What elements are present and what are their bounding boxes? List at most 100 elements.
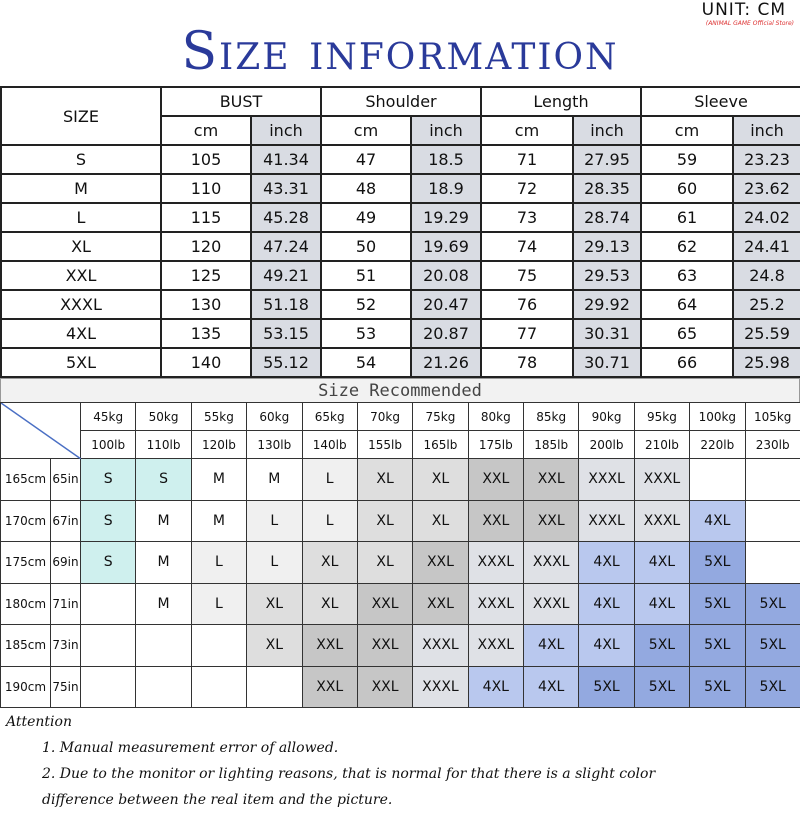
attention-title: Attention <box>6 709 655 735</box>
size-cell: 4XL <box>634 583 689 625</box>
height-cm: 185cm <box>1 625 51 667</box>
size-cell: XL <box>357 500 412 542</box>
size-cell: XL <box>302 583 357 625</box>
size-cell: XXXL <box>468 583 523 625</box>
table-cell: 110 <box>161 174 251 203</box>
size-cell: 5XL <box>690 583 745 625</box>
table-cell: 63 <box>641 261 733 290</box>
weight-lb: 210lb <box>634 431 689 459</box>
table-cell: 130 <box>161 290 251 319</box>
weight-lb: 175lb <box>468 431 523 459</box>
unit-inch: inch <box>573 116 641 145</box>
size-cell <box>745 500 800 542</box>
size-cell <box>191 625 246 667</box>
unit-cm: cm <box>321 116 411 145</box>
weight-kg: 45kg <box>81 403 136 431</box>
size-cell: L <box>302 459 357 501</box>
size-cell: 4XL <box>579 625 634 667</box>
size-cell <box>690 459 745 501</box>
weight-lb: 185lb <box>524 431 579 459</box>
size-cell: 4XL <box>579 542 634 584</box>
table-cell: 30.71 <box>573 348 641 377</box>
size-cell: 4XL <box>579 583 634 625</box>
weight-kg: 100kg <box>690 403 745 431</box>
unit-cm: cm <box>481 116 573 145</box>
unit-inch: inch <box>733 116 800 145</box>
unit-inch: inch <box>411 116 481 145</box>
size-cell: XXL <box>357 583 412 625</box>
group-header-shoulder: Shoulder <box>321 87 481 116</box>
weight-lb: 140lb <box>302 431 357 459</box>
weight-lb: 220lb <box>690 431 745 459</box>
size-cell: 5XL <box>745 583 800 625</box>
size-recommended-title: Size Recommended <box>0 378 800 403</box>
height-in: 69in <box>51 542 81 584</box>
table-cell: 48 <box>321 174 411 203</box>
table-cell: 78 <box>481 348 573 377</box>
size-cell: XXXL <box>634 459 689 501</box>
size-cell: 5XL <box>690 542 745 584</box>
table-cell: 45.28 <box>251 203 321 232</box>
table-cell: 29.92 <box>573 290 641 319</box>
table-cell: 140 <box>161 348 251 377</box>
table-cell: 25.2 <box>733 290 800 319</box>
height-cm: 175cm <box>1 542 51 584</box>
table-cell: 71 <box>481 145 573 174</box>
size-cell <box>81 625 136 667</box>
unit-cm: cm <box>161 116 251 145</box>
table-cell: 55.12 <box>251 348 321 377</box>
table-cell: 25.98 <box>733 348 800 377</box>
table-cell: 120 <box>161 232 251 261</box>
table-cell: 53.15 <box>251 319 321 348</box>
size-cell: XXXL <box>579 459 634 501</box>
table-cell: 25.59 <box>733 319 800 348</box>
size-cell: XL <box>413 500 468 542</box>
table-cell: 20.08 <box>411 261 481 290</box>
size-cell: XXL <box>302 625 357 667</box>
size-cell: XXXL <box>579 500 634 542</box>
weight-lb: 230lb <box>745 431 800 459</box>
size-cell: 5XL <box>579 666 634 708</box>
size-cell: XXXL <box>524 583 579 625</box>
size-cell: L <box>247 500 302 542</box>
size-cell: S <box>136 459 191 501</box>
weight-kg: 70kg <box>357 403 412 431</box>
size-cell <box>81 666 136 708</box>
size-header: SIZE <box>1 87 161 145</box>
size-cell: XXXL <box>413 625 468 667</box>
size-cell: L <box>191 542 246 584</box>
table-cell: 41.34 <box>251 145 321 174</box>
size-cell: M <box>191 500 246 542</box>
size-cell: XL <box>247 583 302 625</box>
size-cell <box>136 625 191 667</box>
size-cell: 5XL <box>634 625 689 667</box>
attention-item: difference between the real item and the… <box>6 787 655 813</box>
size-cell <box>81 583 136 625</box>
size-cell: XL <box>357 542 412 584</box>
table-cell: 47 <box>321 145 411 174</box>
size-cell: XL <box>357 459 412 501</box>
weight-kg: 50kg <box>136 403 191 431</box>
table-cell: 19.69 <box>411 232 481 261</box>
size-cell <box>745 542 800 584</box>
height-cm: 180cm <box>1 583 51 625</box>
table-cell: 18.5 <box>411 145 481 174</box>
table-cell: 5XL <box>1 348 161 377</box>
table-cell: 54 <box>321 348 411 377</box>
table-cell: 30.31 <box>573 319 641 348</box>
size-cell: XL <box>413 459 468 501</box>
table-cell: 52 <box>321 290 411 319</box>
size-cell: XXL <box>357 666 412 708</box>
store-watermark: (ANIMAL GAME Official Store) <box>706 20 794 27</box>
weight-kg: 60kg <box>247 403 302 431</box>
weight-lb: 110lb <box>136 431 191 459</box>
size-cell: 5XL <box>745 625 800 667</box>
unit-label: UNIT: CM <box>702 0 786 20</box>
size-cell: S <box>81 500 136 542</box>
height-in: 73in <box>51 625 81 667</box>
